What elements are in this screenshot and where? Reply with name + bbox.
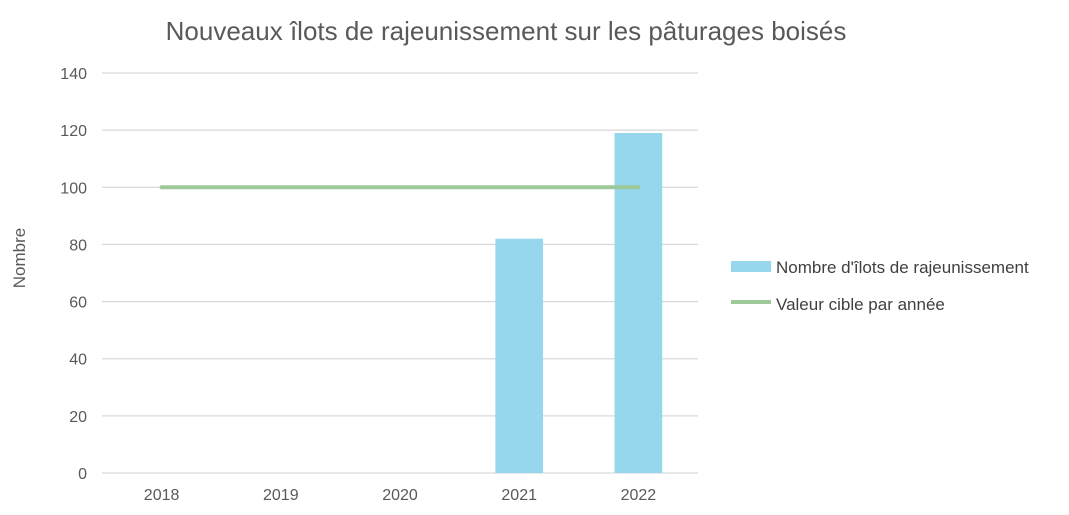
legend-swatch-bar (731, 261, 771, 272)
y-tick-label: 140 (60, 66, 87, 83)
y-tick-label: 40 (69, 352, 87, 369)
legend: Nombre d'îlots de rajeunissement Valeur … (731, 258, 1029, 314)
bar (614, 133, 663, 473)
y-tick-labels: 0 20 40 60 80 100 120 140 (60, 66, 87, 483)
x-tick-label: 2022 (621, 487, 657, 504)
y-tick-label: 20 (69, 409, 87, 426)
y-tick-label: 80 (69, 237, 87, 254)
y-axis-label: Nombre (10, 228, 29, 288)
legend-label-line: Valeur cible par année (776, 295, 945, 314)
chart-title: Nouveaux îlots de rajeunissement sur les… (166, 16, 847, 46)
y-tick-label: 0 (78, 466, 87, 483)
x-tick-label: 2019 (263, 487, 299, 504)
bar-series (495, 133, 663, 473)
x-tick-label: 2018 (144, 487, 180, 504)
y-tick-label: 120 (60, 123, 87, 140)
y-tick-label: 60 (69, 295, 87, 312)
bar (495, 238, 544, 473)
x-tick-label: 2021 (501, 487, 537, 504)
x-tick-labels: 2018 2019 2020 2021 2022 (144, 487, 656, 504)
x-tick-label: 2020 (382, 487, 418, 504)
gridlines (102, 72, 698, 474)
legend-label-bar: Nombre d'îlots de rajeunissement (776, 258, 1029, 277)
y-tick-label: 100 (60, 180, 87, 197)
